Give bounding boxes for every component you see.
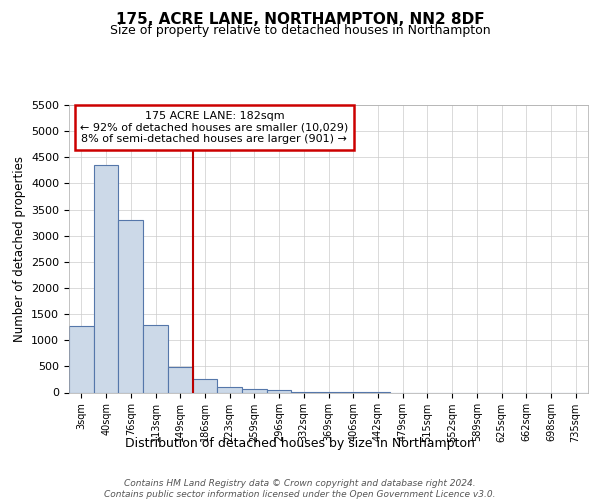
- Text: Size of property relative to detached houses in Northampton: Size of property relative to detached ho…: [110, 24, 490, 37]
- Bar: [69, 326, 94, 392]
- Bar: [193, 380, 217, 392]
- Bar: [267, 390, 292, 392]
- Text: 175, ACRE LANE, NORTHAMPTON, NN2 8DF: 175, ACRE LANE, NORTHAMPTON, NN2 8DF: [116, 12, 484, 28]
- Bar: [94, 165, 118, 392]
- Bar: [217, 388, 242, 392]
- Y-axis label: Number of detached properties: Number of detached properties: [13, 156, 26, 342]
- Text: 175 ACRE LANE: 182sqm
← 92% of detached houses are smaller (10,029)
8% of semi-d: 175 ACRE LANE: 182sqm ← 92% of detached …: [80, 111, 349, 144]
- Text: Distribution of detached houses by size in Northampton: Distribution of detached houses by size …: [125, 438, 475, 450]
- Bar: [143, 324, 168, 392]
- Bar: [242, 388, 267, 392]
- Bar: [118, 220, 143, 392]
- Text: Contains public sector information licensed under the Open Government Licence v3: Contains public sector information licen…: [104, 490, 496, 499]
- Text: Contains HM Land Registry data © Crown copyright and database right 2024.: Contains HM Land Registry data © Crown c…: [124, 479, 476, 488]
- Bar: [168, 367, 193, 392]
